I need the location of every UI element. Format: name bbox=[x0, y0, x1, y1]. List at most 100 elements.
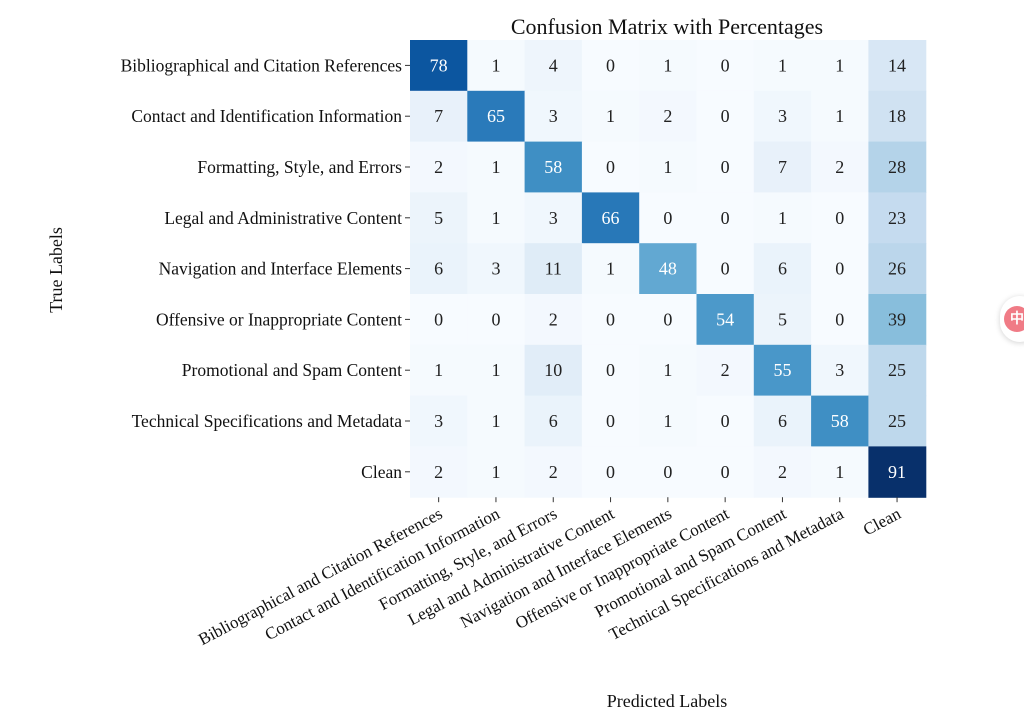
cell-value-label: 2 bbox=[549, 462, 558, 482]
cell-value-label: 0 bbox=[491, 309, 500, 329]
cell-value-label: 7 bbox=[778, 157, 787, 177]
cell-value-label: 1 bbox=[835, 462, 844, 482]
cell-value-label: 0 bbox=[434, 309, 443, 329]
cell-value-label: 39 bbox=[888, 309, 906, 329]
heatmap-cell bbox=[524, 141, 583, 193]
cell-value-label: 1 bbox=[663, 55, 672, 75]
row-label: Formatting, Style, and Errors bbox=[197, 157, 402, 177]
cell-value-label: 11 bbox=[545, 259, 562, 279]
heatmap-cell bbox=[467, 192, 526, 244]
row-labels: Bibliographical and Citation References C… bbox=[121, 55, 410, 482]
cell-value-label: 0 bbox=[835, 208, 844, 228]
row-label: Bibliographical and Citation References bbox=[121, 55, 403, 75]
heatmap-cell bbox=[696, 344, 755, 397]
heatmap-cell bbox=[410, 446, 468, 498]
cell-value-label: 3 bbox=[778, 106, 787, 126]
cell-value-label: 1 bbox=[491, 462, 500, 482]
floating-translate-widget[interactable]: 中 bbox=[1000, 296, 1024, 342]
cell-value-label: 2 bbox=[721, 360, 730, 380]
heatmap-cell bbox=[581, 294, 640, 346]
heatmap-cell bbox=[639, 40, 698, 92]
heatmap-cell bbox=[524, 395, 583, 447]
cell-value-label: 1 bbox=[778, 55, 787, 75]
heatmap-cell bbox=[868, 344, 927, 397]
cell-value-label: 0 bbox=[721, 157, 730, 177]
cell-value-label: 0 bbox=[606, 157, 615, 177]
cell-value-label: 0 bbox=[721, 462, 730, 482]
heatmap-cell bbox=[467, 344, 526, 397]
cell-value-label: 5 bbox=[778, 309, 787, 329]
heatmap-cell bbox=[868, 446, 927, 498]
row-label: Navigation and Interface Elements bbox=[159, 259, 403, 279]
heatmap-cell bbox=[696, 395, 755, 447]
heatmap-cell bbox=[467, 446, 526, 498]
heatmap-cell bbox=[639, 243, 698, 295]
cell-value-label: 23 bbox=[888, 208, 906, 228]
heatmap-cell bbox=[410, 141, 468, 193]
heatmap-cell bbox=[753, 243, 812, 295]
heatmap-cell bbox=[753, 395, 812, 447]
row-label: Contact and Identification Information bbox=[131, 106, 402, 126]
cell-value-label: 1 bbox=[434, 360, 443, 380]
cell-value-label: 14 bbox=[888, 55, 906, 75]
heatmap-cell bbox=[639, 141, 698, 193]
heatmap-cell bbox=[811, 344, 869, 397]
heatmap-cell bbox=[811, 446, 869, 498]
heatmap-cell bbox=[524, 446, 583, 498]
cell-value-label: 65 bbox=[487, 106, 505, 126]
cell-value-label: 0 bbox=[606, 309, 615, 329]
cell-value-label: 3 bbox=[491, 259, 500, 279]
heatmap-cell bbox=[467, 90, 526, 143]
cell-value-label: 2 bbox=[549, 309, 558, 329]
cell-value-label: 0 bbox=[663, 208, 672, 228]
heatmap-cell bbox=[581, 344, 640, 397]
cell-value-label: 6 bbox=[778, 411, 787, 431]
cell-value-label: 0 bbox=[606, 411, 615, 431]
translate-icon[interactable]: 中 bbox=[1004, 306, 1024, 332]
cell-value-label: 0 bbox=[721, 106, 730, 126]
heatmap-cell bbox=[811, 192, 869, 244]
heatmap-cell bbox=[410, 344, 468, 397]
cell-value-label: 4 bbox=[549, 55, 558, 75]
cell-value-label: 10 bbox=[544, 360, 562, 380]
cell-value-label: 0 bbox=[835, 309, 844, 329]
heatmap-cell bbox=[696, 192, 755, 244]
cell-value-label: 3 bbox=[434, 411, 443, 431]
heatmap-cell bbox=[467, 243, 526, 295]
column-labels: Bibliographical and Citation References C… bbox=[195, 497, 904, 649]
cell-value-label: 3 bbox=[835, 360, 844, 380]
cell-value-label: 6 bbox=[434, 259, 443, 279]
heatmap-cell bbox=[868, 294, 927, 346]
heatmap-cell bbox=[581, 446, 640, 498]
cell-value-label: 1 bbox=[491, 411, 500, 431]
heatmap-cell bbox=[868, 40, 927, 92]
cell-value-label: 0 bbox=[721, 259, 730, 279]
heatmap-cell bbox=[410, 192, 468, 244]
heatmap-cell bbox=[696, 90, 755, 143]
heatmap-cell bbox=[524, 40, 583, 92]
heatmap-cell bbox=[696, 40, 755, 92]
heatmap-cell bbox=[868, 141, 927, 193]
heatmap-cell bbox=[524, 90, 583, 143]
heatmap-cell bbox=[467, 141, 526, 193]
cell-value-label: 2 bbox=[778, 462, 787, 482]
heatmap-cell bbox=[639, 294, 698, 346]
cell-value-label: 1 bbox=[835, 55, 844, 75]
x-axis-label: Predicted Labels bbox=[607, 691, 727, 711]
cell-value-label: 0 bbox=[663, 462, 672, 482]
cell-value-label: 25 bbox=[888, 360, 906, 380]
cell-value-label: 26 bbox=[888, 259, 906, 279]
heatmap-cell bbox=[524, 243, 583, 295]
cell-value-label: 2 bbox=[434, 157, 443, 177]
cell-value-label: 58 bbox=[831, 411, 849, 431]
cell-value-label: 78 bbox=[430, 55, 448, 75]
heatmap-cell bbox=[410, 294, 468, 346]
cell-value-label: 0 bbox=[721, 208, 730, 228]
heatmap-cell bbox=[524, 192, 583, 244]
y-axis-label: True Labels bbox=[46, 227, 66, 313]
heatmap-grid: 78 1 4 0 1 0 1 1 147 65 3 1 2 0 3 1 182 1 58 0 1 0 7 2 285 1 3 66 0 0… bbox=[410, 40, 927, 498]
cell-value-label: 1 bbox=[778, 208, 787, 228]
cell-value-label: 5 bbox=[434, 208, 443, 228]
heatmap-cell bbox=[696, 446, 755, 498]
